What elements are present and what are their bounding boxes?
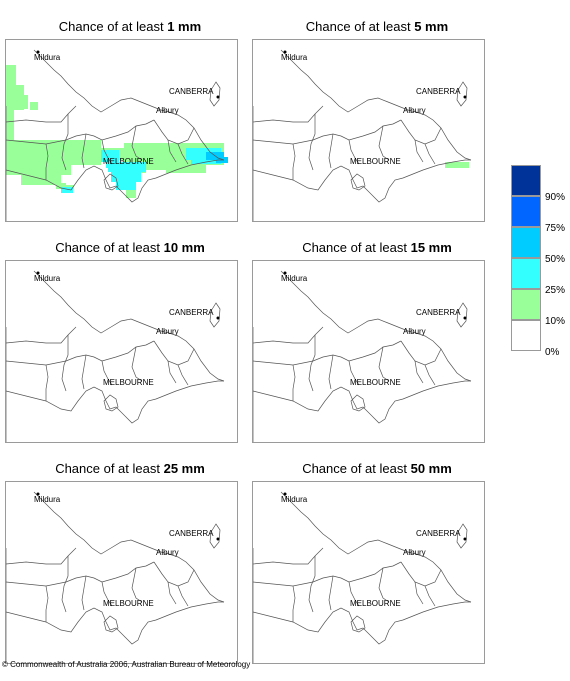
- label-albury: Albury: [156, 106, 179, 115]
- label-melbourne: MELBOURNE: [103, 378, 154, 387]
- panel-title: Chance of at least 25 mm: [55, 461, 205, 476]
- map-svg: Mildura CANBERRA Albury MELBOURNE: [6, 49, 228, 221]
- state-borders: [253, 270, 472, 442]
- label-melbourne: MELBOURNE: [103, 599, 154, 608]
- place-labels: Mildura CANBERRA Albury MELBOURNE: [34, 492, 220, 608]
- state-borders: [6, 270, 225, 442]
- label-canberra: CANBERRA: [416, 529, 461, 538]
- state-borders: [6, 49, 225, 221]
- legend-label-0: 0%: [545, 347, 560, 358]
- label-mildura: Mildura: [281, 274, 308, 283]
- panel-10mm: Chance of at least 10 mm Mildura CANBERR…: [5, 240, 255, 460]
- threshold: 1 mm: [167, 19, 202, 34]
- probability-legend: 90% 75% 50% 25% 10% 0%: [511, 165, 570, 365]
- label-melbourne: MELBOURNE: [103, 157, 154, 166]
- legend-label-75: 75%: [545, 223, 566, 234]
- panel-25mm: Chance of at least 25 mm Mildura CANBERR…: [5, 461, 255, 681]
- label-albury: Albury: [156, 548, 179, 557]
- legend-swatch-50: [511, 227, 541, 258]
- label-canberra: CANBERRA: [169, 87, 214, 96]
- panel-title: Chance of at least 5 mm: [305, 19, 449, 34]
- map-svg: Mildura CANBERRA Albury MELBOURNE: [6, 270, 225, 442]
- rain-probability-overlay: [6, 65, 228, 198]
- state-borders: [253, 49, 472, 221]
- place-labels: Mildura CANBERRA Albury MELBOURNE: [34, 50, 220, 166]
- label-albury: Albury: [403, 548, 426, 557]
- label-canberra: CANBERRA: [169, 308, 214, 317]
- threshold: 15 mm: [410, 240, 452, 255]
- rain-probability-overlay: [445, 162, 469, 168]
- label-mildura: Mildura: [281, 495, 308, 504]
- place-labels: Mildura CANBERRA Albury MELBOURNE: [281, 271, 467, 387]
- legend-label-10: 10%: [545, 316, 566, 327]
- map-svg: Mildura CANBERRA Albury MELBOURNE: [253, 49, 472, 221]
- threshold: 5 mm: [414, 19, 449, 34]
- legend-label-90: 90%: [545, 192, 566, 203]
- panel-title: Chance of at least 15 mm: [302, 240, 452, 255]
- map-svg: Mildura CANBERRA Albury MELBOURNE: [6, 491, 225, 663]
- label-albury: Albury: [403, 327, 426, 336]
- place-labels: Mildura CANBERRA Albury MELBOURNE: [281, 50, 467, 166]
- rainfall-map: Mildura CANBERRA Albury MELBOURNE: [252, 39, 485, 222]
- legend-label-50: 50%: [545, 254, 566, 265]
- label-mildura: Mildura: [34, 274, 61, 283]
- panel-title: Chance of at least 1 mm: [58, 19, 202, 34]
- panel-1mm: Chance of at least 1 mm: [5, 19, 255, 239]
- rainfall-map: Mildura CANBERRA Albury MELBOURNE: [252, 260, 485, 443]
- label-mildura: Mildura: [281, 53, 308, 62]
- legend-label-25: 25%: [545, 285, 566, 296]
- map-svg: Mildura CANBERRA Albury MELBOURNE: [253, 491, 472, 663]
- panel-title: Chance of at least 50 mm: [302, 461, 452, 476]
- label-melbourne: MELBOURNE: [350, 599, 401, 608]
- map-svg: Mildura CANBERRA Albury MELBOURNE: [253, 270, 472, 442]
- threshold: 25 mm: [163, 461, 205, 476]
- label-canberra: CANBERRA: [416, 87, 461, 96]
- panel-15mm: Chance of at least 15 mm Mildura CANBERR…: [252, 240, 502, 460]
- place-labels: Mildura CANBERRA Albury MELBOURNE: [281, 492, 467, 608]
- threshold: 50 mm: [410, 461, 452, 476]
- legend-swatch-0: [511, 320, 541, 351]
- legend-swatch-25: [511, 258, 541, 289]
- legend-swatch-75: [511, 196, 541, 227]
- state-borders: [6, 491, 225, 663]
- state-borders: [253, 491, 472, 663]
- panel-5mm: Chance of at least 5 mm Mildura CANBERRA…: [252, 19, 502, 239]
- label-mildura: Mildura: [34, 495, 61, 504]
- label-canberra: CANBERRA: [416, 308, 461, 317]
- label-albury: Albury: [156, 327, 179, 336]
- rainfall-map: Mildura CANBERRA Albury MELBOURNE: [5, 260, 238, 443]
- label-canberra: CANBERRA: [169, 529, 214, 538]
- place-labels: Mildura CANBERRA Albury MELBOURNE: [34, 271, 220, 387]
- copyright-notice: © Commonwealth of Australia 2006, Austra…: [2, 660, 251, 669]
- panel-50mm: Chance of at least 50 mm Mildura CANBERR…: [252, 461, 502, 681]
- legend-swatch-90: [511, 165, 541, 196]
- label-melbourne: MELBOURNE: [350, 378, 401, 387]
- rainfall-map: Mildura CANBERRA Albury MELBOURNE: [5, 481, 238, 664]
- label-albury: Albury: [403, 106, 426, 115]
- rainfall-map: Mildura CANBERRA Albury MELBOURNE: [5, 39, 238, 222]
- threshold: 10 mm: [163, 240, 205, 255]
- label-mildura: Mildura: [34, 53, 61, 62]
- legend-swatch-10: [511, 289, 541, 320]
- rainfall-map: Mildura CANBERRA Albury MELBOURNE: [252, 481, 485, 664]
- label-melbourne: MELBOURNE: [350, 157, 401, 166]
- panel-title: Chance of at least 10 mm: [55, 240, 205, 255]
